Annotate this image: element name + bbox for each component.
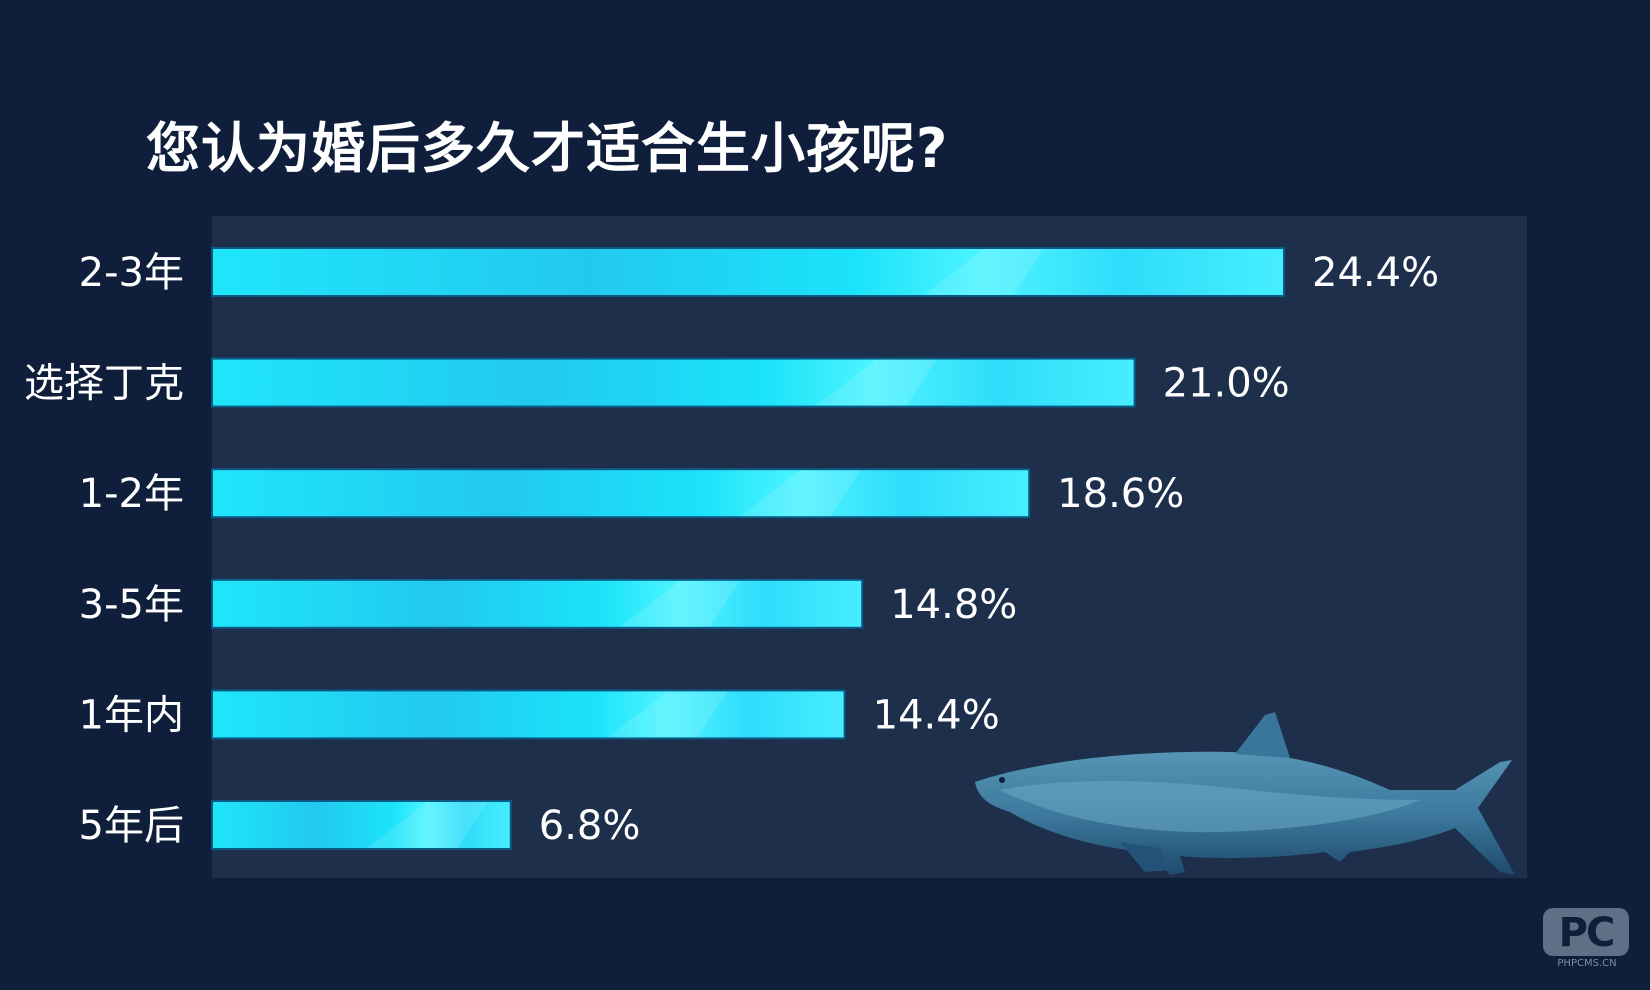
category-label-1: 2-3年 xyxy=(79,250,184,296)
category-label-6: 5年后 xyxy=(79,803,184,849)
value-label-1: 24.4% xyxy=(1312,250,1439,296)
chart-title: 您认为婚后多久才适合生小孩呢? xyxy=(146,117,949,180)
bar-2 xyxy=(211,357,1136,408)
value-label-2: 21.0% xyxy=(1163,361,1290,407)
bar-sheen-2 xyxy=(816,359,937,406)
value-label-6: 6.8% xyxy=(539,803,641,849)
logo-badge: PC xyxy=(1543,908,1629,956)
bar-6 xyxy=(211,800,512,850)
bar-4 xyxy=(211,578,864,629)
bar-5 xyxy=(211,689,846,740)
category-label-5: 1年内 xyxy=(79,692,184,738)
category-label-4: 3-5年 xyxy=(79,582,184,628)
watermark-logo: PC PHPCMS.CN xyxy=(1543,908,1631,970)
value-label-5: 14.4% xyxy=(873,692,1000,738)
bar-sheen-6 xyxy=(367,802,488,848)
bar-sheen-3 xyxy=(740,470,861,517)
bar-sheen-1 xyxy=(923,249,1044,295)
category-label-2: 选择丁克 xyxy=(24,361,184,407)
bars-group xyxy=(211,247,1285,850)
bar-1 xyxy=(211,247,1285,297)
logo-text: PC xyxy=(1558,910,1616,956)
bar-sheen-5 xyxy=(607,691,728,738)
value-label-3: 18.6% xyxy=(1057,471,1184,517)
value-labels: 24.4% 21.0% 18.6% 14.8% 14.4% 6.8% xyxy=(539,250,1439,849)
bar-sheen-4 xyxy=(620,580,741,627)
category-label-3: 1-2年 xyxy=(79,471,184,517)
shark-illustration xyxy=(975,712,1515,875)
logo-site: PHPCMS.CN xyxy=(1557,958,1617,969)
bar-3 xyxy=(211,468,1031,519)
value-label-4: 14.8% xyxy=(890,582,1017,628)
